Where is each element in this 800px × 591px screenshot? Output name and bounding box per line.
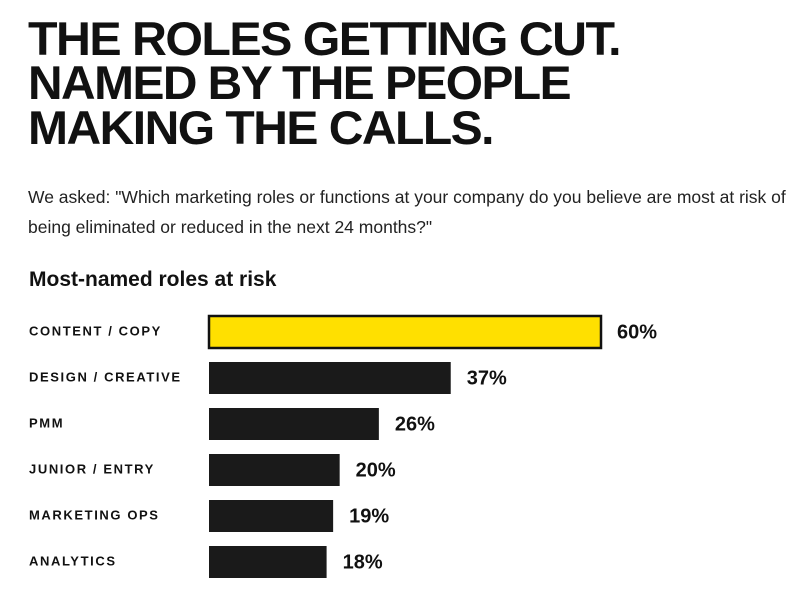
value-label: 19%	[349, 505, 389, 527]
category-label: DESIGN / CREATIVE	[29, 369, 182, 384]
bar	[209, 362, 451, 394]
bar	[207, 314, 603, 350]
title-line: NAMED BY THE PEOPLE	[28, 56, 570, 109]
value-label: 18%	[343, 551, 383, 573]
subtitle-box: We asked: "Which marketing roles or func…	[28, 187, 786, 237]
bar	[209, 546, 327, 578]
value-label: 37%	[467, 367, 507, 389]
category-label: ANALYTICS	[29, 553, 117, 568]
category-label: CONTENT / COPY	[29, 323, 162, 338]
category-label: PMM	[29, 415, 64, 430]
value-label: 26%	[395, 413, 435, 435]
value-label: 20%	[356, 459, 396, 481]
bar	[209, 500, 334, 532]
subtitle: We asked: "Which marketing roles or func…	[28, 187, 786, 237]
title-line: THE ROLES GETTING CUT.	[28, 12, 620, 65]
chart-title: Most-named roles at risk	[29, 268, 277, 291]
value-label: 60%	[617, 321, 657, 343]
bar	[209, 454, 340, 486]
bar	[209, 408, 379, 440]
category-label: JUNIOR / ENTRY	[29, 461, 155, 476]
title-line: MAKING THE CALLS.	[28, 101, 493, 154]
category-label: MARKETING OPS	[29, 507, 160, 522]
